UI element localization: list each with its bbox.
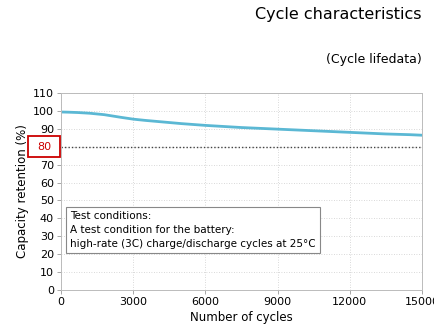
X-axis label: Number of cycles: Number of cycles xyxy=(190,311,292,324)
Text: Test conditions:
A test condition for the battery:
high-rate (3C) charge/dischar: Test conditions: A test condition for th… xyxy=(70,211,315,249)
Text: (Cycle lifedata): (Cycle lifedata) xyxy=(326,53,421,66)
FancyBboxPatch shape xyxy=(28,137,59,157)
Text: Cycle characteristics: Cycle characteristics xyxy=(255,7,421,22)
Y-axis label: Capacity retention (%): Capacity retention (%) xyxy=(16,125,29,258)
Text: 80: 80 xyxy=(37,142,51,152)
